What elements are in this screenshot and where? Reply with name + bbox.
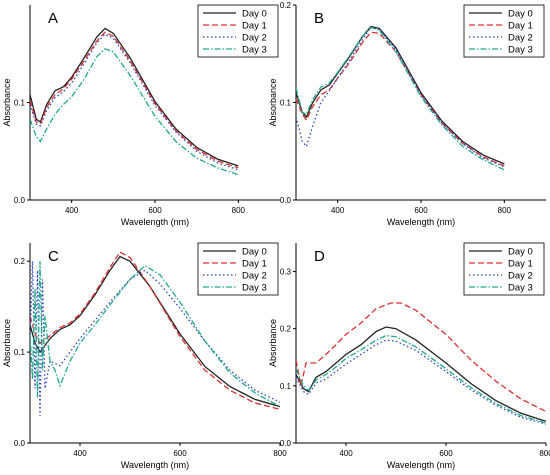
x-tick-label: 400 [65, 206, 79, 215]
series-line-day-1 [296, 302, 546, 413]
panel-label: B [314, 10, 324, 27]
y-tick-label: 0.1 [14, 99, 26, 108]
x-axis-label: Wavelength (nm) [387, 460, 455, 470]
legend-label: Day 0 [508, 9, 533, 20]
y-tick-label: 0.0 [14, 196, 26, 205]
series-line-day-3 [30, 261, 280, 408]
series-line-day-1 [30, 31, 239, 169]
series-line-day-0 [296, 326, 546, 422]
series-line-day-0 [30, 27, 239, 167]
legend-label: Day 3 [508, 283, 533, 294]
series-line-day-3 [296, 26, 505, 171]
x-tick-label: 400 [339, 449, 353, 458]
legend-label: Day 2 [508, 33, 533, 44]
series-line-day-3 [30, 48, 239, 176]
panel-label: D [314, 248, 325, 265]
x-tick-label: 800 [539, 449, 550, 458]
panel-label: A [48, 10, 58, 27]
y-tick-label: 0.1 [14, 348, 26, 357]
legend-label: Day 1 [242, 21, 267, 32]
x-tick-label: 400 [73, 449, 87, 458]
x-tick-label: 800 [273, 449, 287, 458]
x-tick-label: 800 [498, 206, 512, 215]
legend-label: Day 1 [508, 21, 533, 32]
panel-c: 400 600 800 0.0 0.1 0.2 Wavelength (nm) Absorba… [2, 242, 287, 470]
legend-box [197, 4, 279, 58]
y-tick-label: 0.1 [280, 99, 292, 108]
y-axis-label: Absorbance [268, 78, 278, 126]
x-axis-label: Wavelength (nm) [121, 460, 189, 470]
series-line-day-1 [296, 31, 505, 167]
x-tick-label: 800 [232, 206, 246, 215]
series-line-day-1 [30, 251, 280, 411]
legend-label: Day 2 [242, 33, 267, 44]
y-tick-label: 0.0 [280, 196, 292, 205]
panel-label: C [48, 248, 59, 265]
panel-b: 400 600 800 0.0 0.1 0.2 Wavelength (nm) Absorba… [268, 1, 546, 227]
y-axis-label: Absorbance [268, 319, 278, 367]
x-axis-label: Wavelength (nm) [387, 217, 455, 227]
x-tick-label: 600 [148, 206, 162, 215]
y-axis-label: Absorbance [2, 319, 12, 367]
legend-label: Day 3 [242, 45, 267, 56]
series-line-day-0 [30, 255, 280, 408]
legend-label: Day 0 [242, 247, 267, 258]
x-tick-label: 600 [173, 449, 187, 458]
y-tick-label: 0.2 [14, 257, 26, 266]
legend-label: Day 3 [242, 283, 267, 294]
y-tick-label: 0.2 [280, 325, 292, 334]
legend-label: Day 2 [508, 271, 533, 282]
legend-label: Day 0 [508, 247, 533, 258]
y-tick-label: 0.3 [280, 268, 292, 277]
series-line-day-2 [30, 33, 239, 171]
legend-label: Day 1 [508, 259, 533, 270]
legend-box [197, 242, 279, 296]
y-tick-label: 0.2 [280, 1, 292, 10]
legend-label: Day 2 [242, 271, 267, 282]
legend-label: Day 0 [242, 9, 267, 20]
series-line-day-2 [296, 339, 546, 425]
series-line-day-2 [30, 261, 280, 416]
y-tick-label: 0.0 [280, 439, 292, 448]
y-tick-label: 0.0 [14, 439, 26, 448]
x-axis-label: Wavelength (nm) [121, 217, 189, 227]
legend-box [463, 242, 545, 296]
legend-label: Day 3 [508, 45, 533, 56]
x-tick-label: 400 [331, 206, 345, 215]
panel-a: 400 600 800 0.0 0.1 Wavelength (nm) Absorbance… [2, 4, 280, 227]
y-tick-label: 0.1 [280, 382, 292, 391]
y-axis-label: Absorbance [2, 78, 12, 126]
series-line-day-3 [296, 334, 546, 424]
legend-label: Day 1 [242, 259, 267, 270]
x-tick-label: 600 [439, 449, 453, 458]
x-tick-label: 600 [414, 206, 428, 215]
legend-box [463, 4, 545, 58]
